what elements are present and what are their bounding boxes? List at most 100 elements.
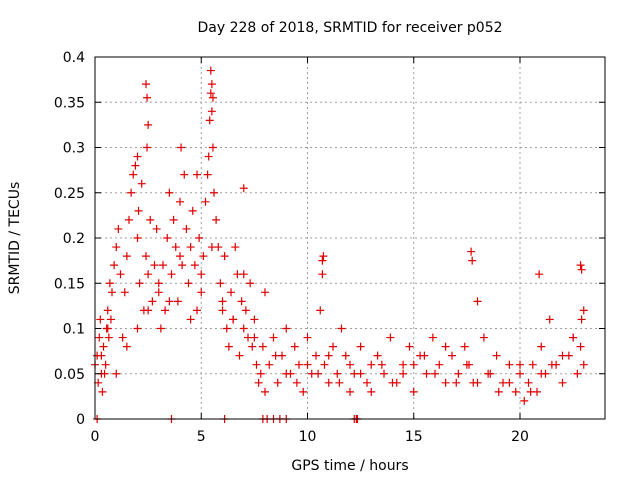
data-point [258,342,267,351]
data-point [161,306,170,315]
data-point [227,288,235,297]
data-point [118,333,127,342]
data-point [460,342,469,351]
data-point [494,387,503,396]
data-point [218,306,227,315]
data-point [320,360,329,369]
data-point [520,396,529,405]
data-point [367,387,376,396]
data-point [112,243,121,252]
data-point [292,378,301,387]
data-point [224,342,233,351]
data-point [337,324,346,333]
data-point [207,243,216,252]
data-point [261,387,269,396]
data-point [248,342,257,351]
y-tick-label: 0.1 [63,322,85,338]
data-point [252,360,261,369]
data-point [528,360,537,369]
data-point [239,184,248,193]
data-point [473,297,482,306]
data-point [231,243,240,252]
y-tick-label: 0.2 [63,231,85,247]
y-tick-label: 0.15 [54,276,85,292]
data-point [516,360,524,369]
data-point [388,378,397,387]
data-point [177,143,186,152]
data-point [290,342,299,351]
data-point [106,315,115,324]
data-point [265,360,274,369]
data-point [537,342,546,351]
data-point [122,252,131,261]
data-point [246,279,255,288]
data-point [346,387,354,396]
y-tick-label: 0.3 [63,141,85,157]
data-point [122,342,131,351]
data-point [103,324,112,333]
data-point [505,360,514,369]
data-point [241,306,250,315]
data-point [526,387,535,396]
data-points [91,66,588,423]
data-point [103,306,112,315]
data-point [131,161,140,170]
data-point [399,369,408,378]
data-point [104,333,113,342]
data-point [116,270,125,279]
data-point [197,270,206,279]
data-point [448,351,456,360]
data-point [133,152,142,161]
data-point [220,252,229,261]
data-point [229,315,238,324]
data-point [169,215,178,224]
data-point [428,333,437,342]
data-point [197,288,206,297]
data-point [314,369,323,378]
data-point [100,369,109,378]
data-point [333,369,342,378]
data-point [101,360,110,369]
data-point [441,342,450,351]
data-point [479,333,488,342]
data-point [467,247,476,256]
data-point [98,387,107,396]
data-point [154,288,163,297]
data-point [441,378,450,387]
data-point [207,80,216,89]
data-point [152,224,161,233]
data-point [484,369,493,378]
data-point [282,369,291,378]
data-point [193,306,201,315]
data-point [329,342,337,351]
data-point [201,197,210,206]
data-point [182,224,191,233]
data-point [99,342,108,351]
data-point [188,206,197,215]
data-point [184,279,193,288]
y-tick-label: 0.25 [54,186,85,202]
x-tick-label: 15 [405,429,423,445]
data-point [271,351,280,360]
data-point [511,387,520,396]
data-point [250,333,259,342]
data-point [195,234,204,242]
data-point [178,261,187,270]
data-point [129,170,138,179]
data-point [356,369,365,378]
data-point [237,297,246,306]
data-point [316,306,325,315]
data-point [212,215,221,224]
data-point [94,378,103,387]
data-point [204,152,213,161]
data-point [324,378,333,387]
data-point [210,188,218,197]
data-point [112,369,121,378]
data-point [159,261,167,270]
data-point [269,333,278,342]
data-point [165,188,174,197]
data-point [133,234,142,242]
data-point [547,360,556,369]
data-point [346,360,354,369]
data-point [186,315,195,324]
